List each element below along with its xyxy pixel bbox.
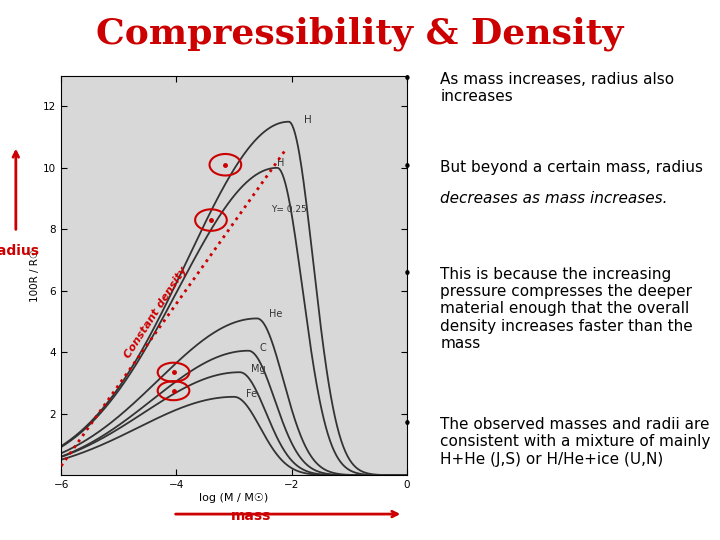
Text: But beyond a certain mass, radius: But beyond a certain mass, radius bbox=[441, 160, 703, 176]
Text: The observed masses and radii are consistent with a mixture of mainly H+He (J,S): The observed masses and radii are consis… bbox=[441, 417, 711, 467]
Text: •: • bbox=[403, 160, 412, 176]
Text: H: H bbox=[305, 115, 312, 125]
Text: •: • bbox=[403, 417, 412, 432]
Text: This is because the increasing pressure compresses the deeper material enough th: This is because the increasing pressure … bbox=[441, 267, 693, 351]
Text: C: C bbox=[260, 343, 266, 353]
Y-axis label: 100R / R☉: 100R / R☉ bbox=[30, 249, 40, 302]
Text: Constant density: Constant density bbox=[123, 265, 189, 360]
Text: Y= 0.25: Y= 0.25 bbox=[271, 205, 307, 214]
Text: mass: mass bbox=[230, 509, 271, 523]
Text: He: He bbox=[269, 309, 282, 319]
Text: •: • bbox=[403, 267, 412, 281]
Text: As mass increases, radius also increases: As mass increases, radius also increases bbox=[441, 72, 675, 104]
Text: Mg: Mg bbox=[251, 364, 266, 374]
Text: decreases as mass increases.: decreases as mass increases. bbox=[441, 191, 668, 206]
Text: Compressibility & Density: Compressibility & Density bbox=[96, 16, 624, 51]
Text: Fe: Fe bbox=[246, 389, 256, 399]
Text: H: H bbox=[277, 158, 284, 168]
Text: •: • bbox=[403, 72, 412, 87]
Text: radius: radius bbox=[0, 244, 40, 258]
X-axis label: log (M / M☉): log (M / M☉) bbox=[199, 493, 269, 503]
